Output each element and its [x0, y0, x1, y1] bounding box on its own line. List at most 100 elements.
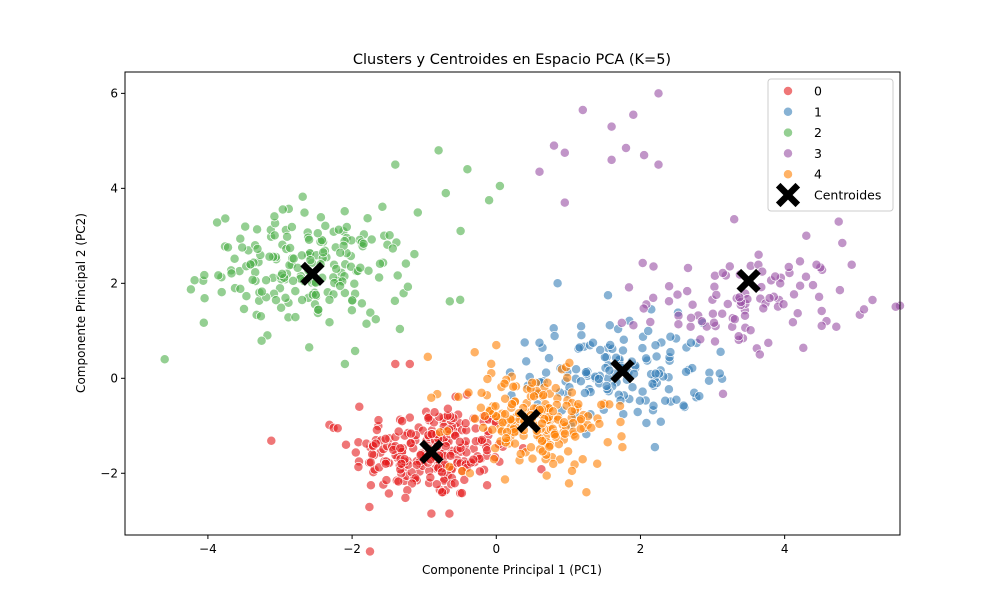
- point-series-0: [365, 457, 376, 468]
- point-series-1: [618, 334, 629, 345]
- point-series-2: [331, 263, 342, 274]
- point-series-2: [339, 206, 350, 217]
- point-series-2: [455, 294, 466, 305]
- point-series-2: [212, 217, 223, 228]
- point-series-1: [575, 376, 586, 387]
- point-series-1: [660, 395, 671, 406]
- point-series-1: [601, 381, 612, 391]
- point-series-4: [479, 411, 490, 422]
- point-series-4: [501, 433, 512, 444]
- point-series-3: [808, 280, 818, 291]
- point-series-2: [375, 258, 385, 269]
- point-series-3: [724, 261, 735, 272]
- point-series-4: [573, 399, 584, 410]
- point-series-2: [356, 298, 367, 309]
- point-series-4: [470, 413, 480, 424]
- point-series-2: [247, 274, 258, 285]
- point-series-2: [374, 272, 385, 283]
- point-series-3: [846, 259, 857, 270]
- point-series-2: [313, 304, 324, 315]
- point-series-2: [339, 288, 350, 298]
- point-series-2: [271, 295, 281, 306]
- point-series-4: [500, 393, 511, 404]
- point-series-0: [437, 467, 447, 478]
- point-series-0: [426, 429, 437, 440]
- chart-title: Clusters y Centroides en Espacio PCA (K=…: [353, 52, 671, 68]
- point-series-3: [695, 334, 706, 345]
- point-series-3: [754, 349, 765, 360]
- point-series-4: [538, 390, 549, 401]
- point-series-3: [606, 154, 617, 165]
- point-series-4: [508, 381, 519, 392]
- x-tick-label: −4: [199, 542, 217, 556]
- point-series-1: [599, 352, 610, 363]
- centroid-marker: [736, 268, 761, 294]
- point-series-0: [468, 454, 479, 465]
- legend-marker-0: [783, 86, 793, 96]
- point-series-3: [734, 292, 745, 303]
- point-series-0: [442, 403, 453, 414]
- point-series-1: [715, 346, 726, 357]
- legend-label: 2: [814, 125, 822, 140]
- point-series-3: [686, 312, 696, 323]
- point-series-1: [641, 418, 652, 428]
- point-series-1: [576, 330, 587, 341]
- point-series-3: [559, 197, 570, 208]
- point-series-4: [542, 377, 553, 388]
- point-series-3: [795, 256, 805, 267]
- point-series-4: [499, 378, 510, 389]
- point-series-3: [729, 314, 740, 325]
- point-series-4: [537, 446, 548, 457]
- point-series-0: [400, 492, 411, 503]
- point-series-3: [648, 261, 659, 272]
- point-series-4: [602, 437, 613, 448]
- point-series-4: [564, 478, 574, 489]
- point-series-2: [185, 284, 196, 295]
- point-series-0: [449, 478, 460, 489]
- point-series-2: [387, 243, 398, 254]
- point-series-1: [605, 340, 616, 350]
- point-series-2: [256, 335, 267, 346]
- point-series-0: [332, 423, 343, 434]
- point-series-2: [484, 195, 495, 206]
- point-series-4: [594, 418, 605, 429]
- point-series-4: [491, 340, 502, 351]
- point-series-0: [426, 508, 437, 519]
- point-series-4: [444, 461, 455, 472]
- point-series-2: [335, 281, 346, 291]
- point-series-4: [577, 454, 588, 465]
- point-series-0: [364, 502, 375, 512]
- point-series-4: [526, 442, 536, 453]
- point-series-0: [460, 418, 471, 429]
- point-series-3: [798, 342, 809, 353]
- point-series-3: [814, 291, 825, 302]
- point-series-2: [310, 289, 321, 300]
- point-series-3: [787, 317, 798, 328]
- point-series-4: [567, 465, 577, 476]
- point-series-2: [304, 234, 315, 245]
- point-series-3: [890, 301, 901, 312]
- point-series-2: [392, 270, 403, 281]
- point-series-2: [324, 317, 335, 328]
- point-series-4: [549, 429, 560, 440]
- point-series-2: [290, 286, 301, 297]
- point-series-4: [537, 418, 547, 429]
- point-series-2: [389, 295, 400, 306]
- point-series-0: [393, 476, 404, 487]
- point-series-1: [637, 343, 648, 354]
- point-series-4: [527, 453, 538, 464]
- point-series-2: [292, 262, 303, 273]
- point-series-1: [650, 340, 661, 351]
- data-points: [159, 88, 905, 557]
- x-tick-label: −2: [343, 542, 361, 556]
- point-series-0: [350, 447, 361, 458]
- point-series-2: [252, 243, 263, 254]
- point-series-3: [775, 278, 786, 289]
- y-axis-title: Componente Principal 2 (PC2): [74, 213, 88, 393]
- point-series-0: [395, 443, 406, 454]
- point-series-3: [637, 258, 648, 268]
- point-series-4: [475, 402, 486, 413]
- point-series-3: [811, 259, 822, 270]
- point-series-2: [237, 242, 248, 253]
- point-series-3: [753, 249, 764, 260]
